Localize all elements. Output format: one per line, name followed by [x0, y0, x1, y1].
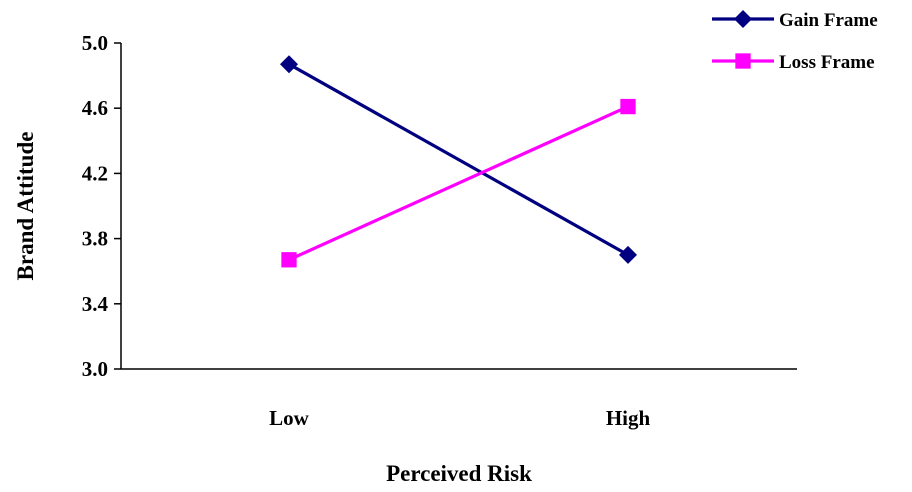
- x-tick-label: Low: [269, 406, 310, 430]
- y-tick-label: 3.0: [82, 357, 108, 381]
- data-point: [619, 245, 637, 264]
- y-tick-label: 3.4: [82, 292, 109, 316]
- x-tick-label: High: [606, 406, 651, 430]
- series-line-1: [288, 62, 629, 257]
- legend-label: Loss Frame: [779, 52, 875, 73]
- x-axis-title: Perceived Risk: [386, 461, 532, 486]
- y-tick-label: 4.2: [82, 161, 108, 185]
- x-ticks: Low High: [269, 406, 650, 430]
- data-point: [281, 252, 297, 268]
- y-tick-label: 5.0: [82, 31, 108, 55]
- legend-marker: [735, 53, 751, 69]
- y-ticks: 3.0 3.4 3.8 4.2 4.6 5.0: [82, 31, 121, 381]
- legend: Gain Frame Loss Frame: [712, 10, 878, 73]
- y-tick-label: 4.6: [82, 96, 108, 120]
- y-tick-label: 3.8: [82, 227, 108, 251]
- data-point: [280, 55, 298, 74]
- data-point: [620, 98, 636, 115]
- legend-marker: [734, 10, 752, 28]
- series-group: [280, 55, 637, 268]
- legend-label: Gain Frame: [779, 10, 878, 31]
- series-line-2: [288, 105, 629, 262]
- y-axis-title: Brand Attitude: [13, 132, 38, 281]
